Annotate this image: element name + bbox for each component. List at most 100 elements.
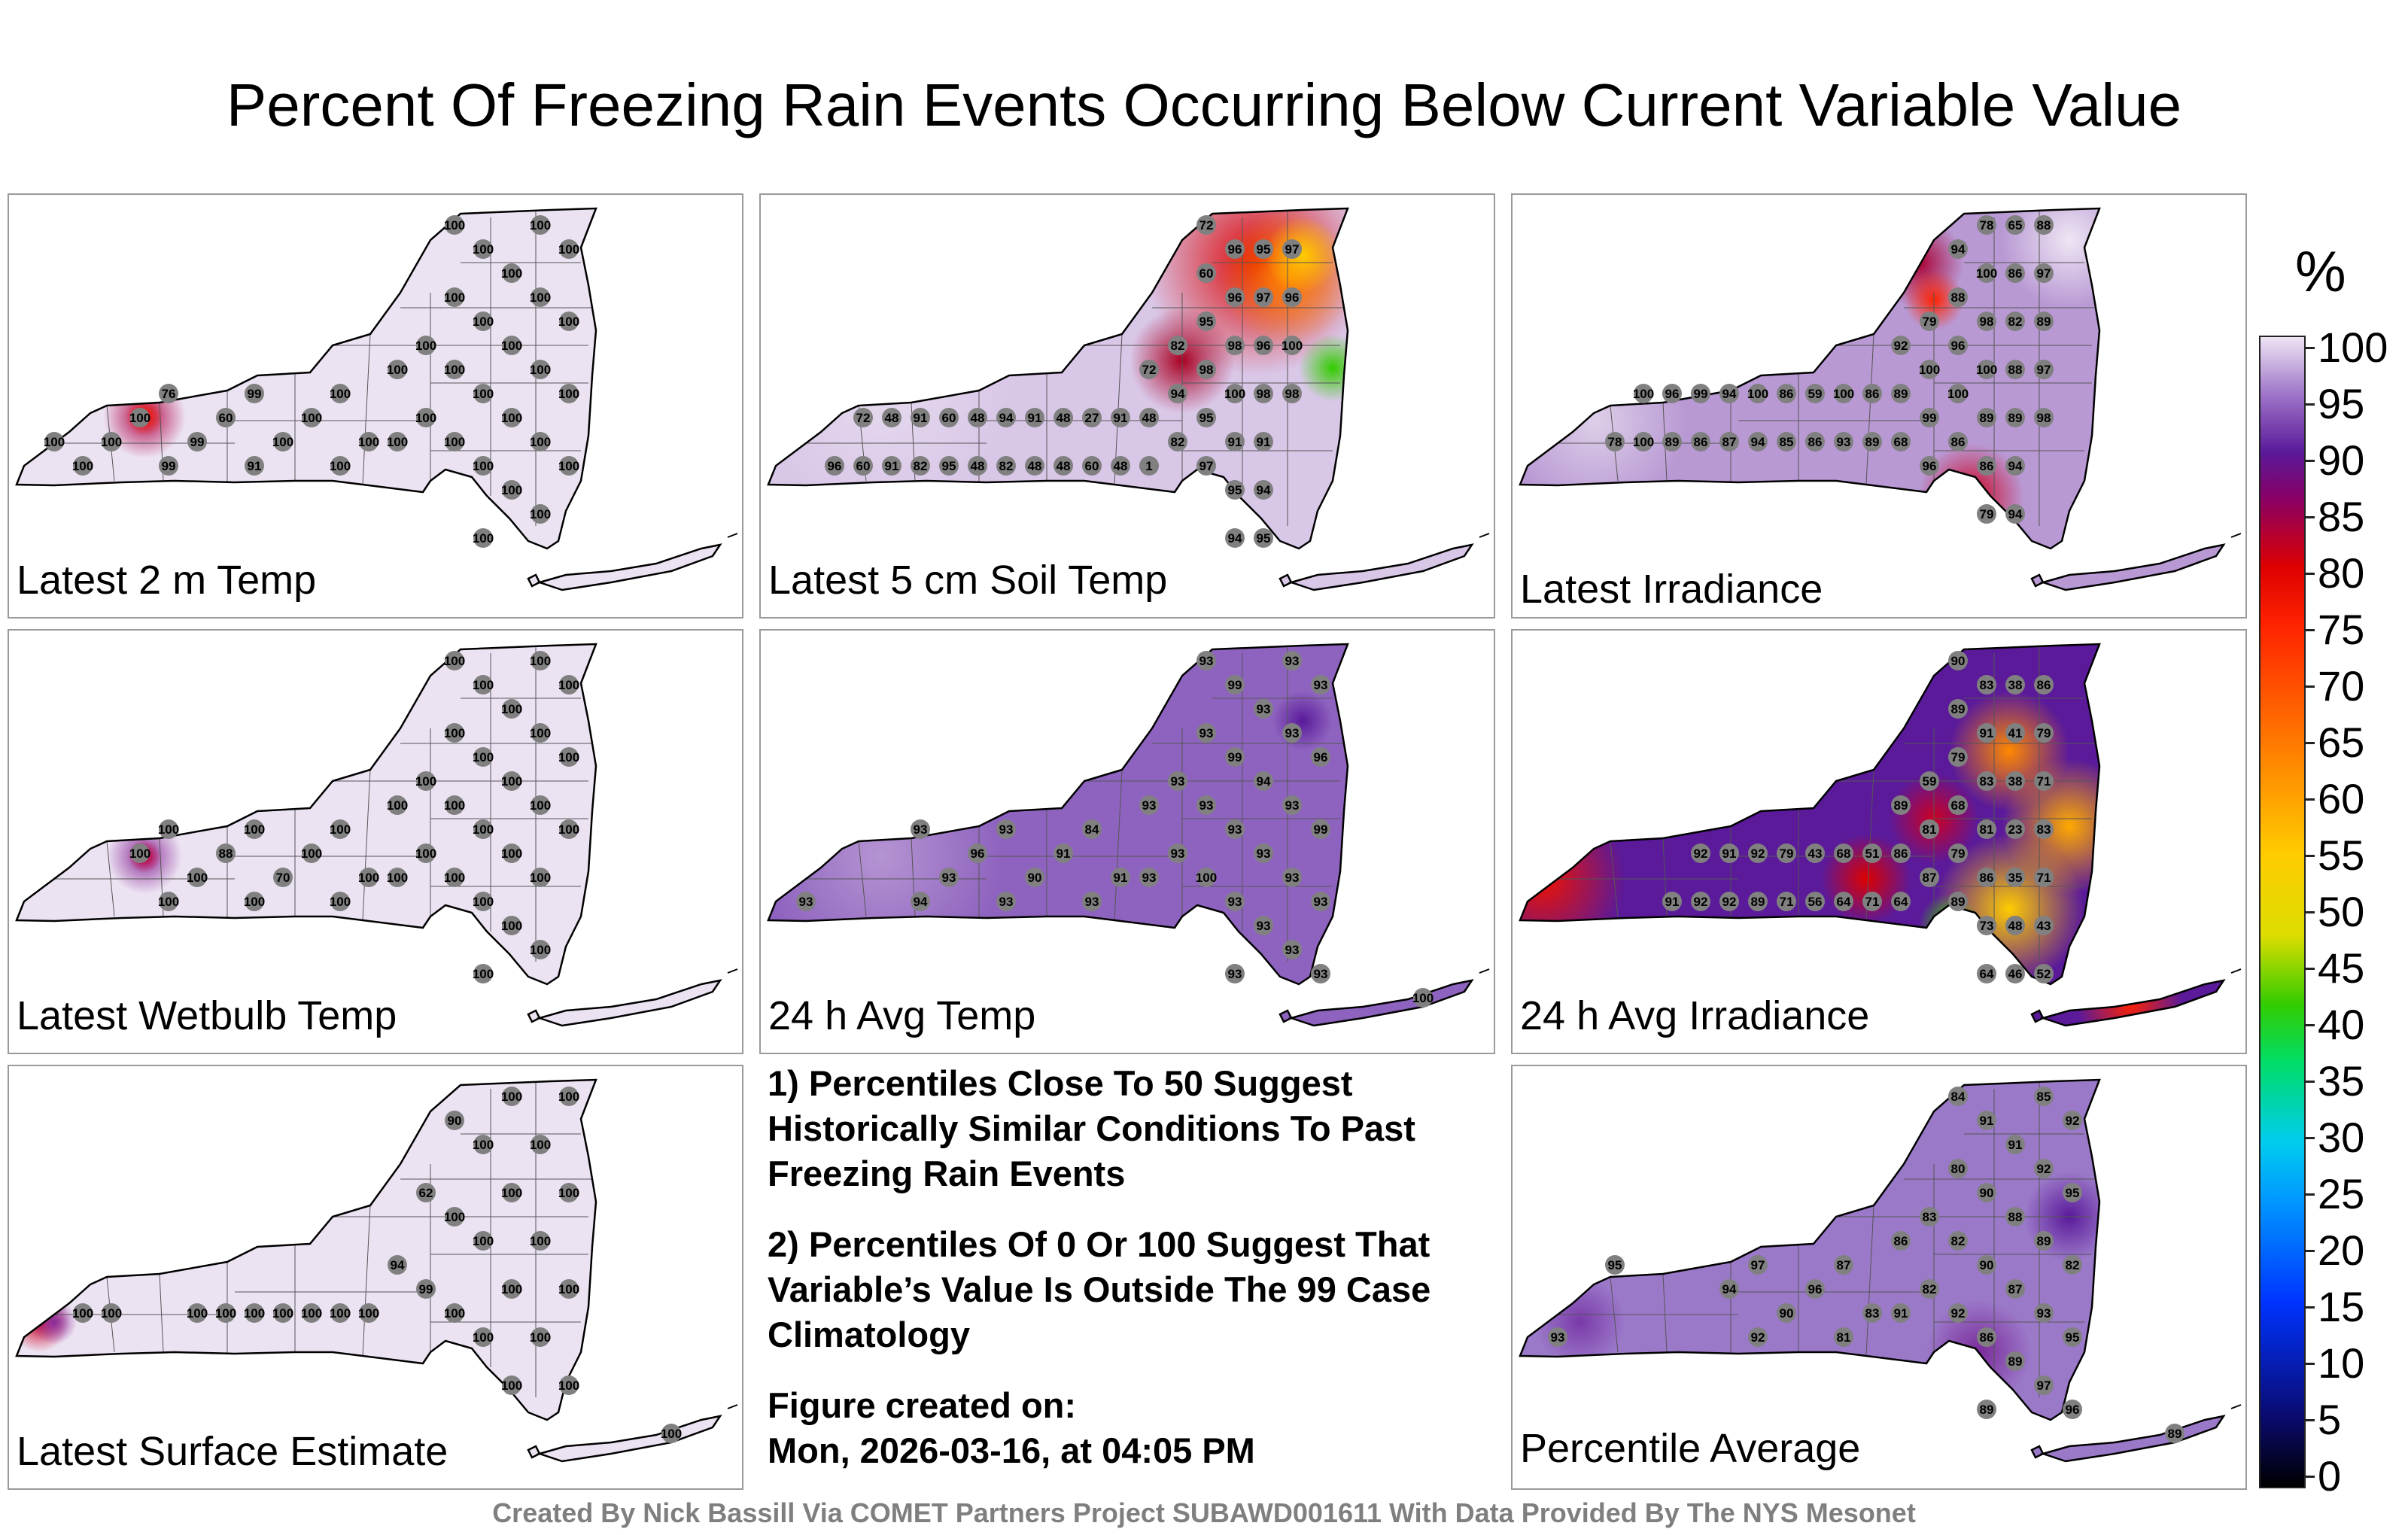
station-marker: 71: [1862, 892, 1882, 911]
station-value: 52: [2037, 967, 2051, 981]
station-marker: 96: [1805, 1279, 1825, 1299]
station-marker: 48: [1054, 408, 1073, 427]
panel-latest-surface-estimate: 100 100 100 100 100 100 100 94 62 99 90 100 100 100 10…: [8, 1065, 743, 1490]
station-dot: [159, 456, 178, 476]
station-marker: 100: [530, 868, 551, 887]
station-value: 86: [1894, 1234, 1908, 1248]
station-dot: [273, 868, 293, 887]
station-dot: [1948, 892, 1968, 911]
station-marker: 86: [1948, 432, 1968, 451]
station-dot: [1805, 843, 1825, 863]
station-marker: 94: [1719, 1279, 1739, 1299]
station-marker: 100: [558, 675, 579, 695]
station-value: 100: [272, 1306, 293, 1321]
station-dot: [1691, 892, 1710, 911]
station-dot: [1139, 868, 1159, 887]
station-dot: [1948, 651, 1968, 670]
station-value: 100: [558, 387, 579, 401]
station-marker: 100: [444, 360, 465, 379]
colorbar-tick-label: 35: [2318, 1057, 2365, 1105]
station-dot: [502, 263, 521, 283]
station-value: 100: [473, 750, 494, 764]
station-dot: [1748, 432, 1768, 451]
station-value: 100: [415, 411, 436, 425]
station-marker: 86: [1977, 868, 1996, 887]
station-marker: 93: [1282, 723, 1302, 743]
station-dot: [1977, 312, 1996, 331]
station-dot: [2005, 504, 2025, 524]
station-value: 68: [1894, 435, 1908, 449]
station-value: 100: [530, 218, 551, 233]
colorbar-tick-label: 5: [2318, 1396, 2342, 1443]
station-marker: 100: [387, 360, 408, 379]
station-dot: [473, 892, 493, 911]
station-dot: [187, 868, 207, 887]
station-value: 81: [1837, 1330, 1851, 1345]
station-dot: [1196, 312, 1216, 331]
station-marker: 88: [216, 843, 236, 863]
panel-latest-wetbulb-temp: 100 100 100 100 88 100 100 70 100 100 100 100 100 100…: [8, 629, 743, 1054]
county-boundary: [1114, 769, 1123, 921]
station-value: 100: [473, 822, 494, 837]
station-value: 60: [942, 411, 956, 425]
station-value: 92: [2066, 1114, 2080, 1128]
station-marker: 100: [101, 432, 122, 451]
station-dot: [1777, 892, 1796, 911]
station-dot: [1862, 1303, 1882, 1323]
station-marker: 100: [473, 1231, 494, 1251]
station-dot: [1196, 360, 1216, 379]
station-value: 98: [1257, 387, 1271, 401]
colorbar-tick-mark: [2306, 685, 2315, 688]
station-dot: [2063, 1400, 2082, 1419]
station-marker: 88: [2005, 360, 2025, 379]
station-value: 68: [1837, 847, 1851, 861]
station-value: 99: [1923, 411, 1937, 425]
station-value: 94: [391, 1258, 405, 1272]
station-value: 100: [501, 483, 522, 497]
station-marker: 91: [1719, 843, 1739, 863]
station-dot: [502, 1375, 521, 1395]
station-dot: [1748, 892, 1768, 911]
station-value: 100: [558, 1186, 579, 1200]
station-value: 81: [1923, 822, 1937, 837]
colorbar-tick-label: 75: [2318, 606, 2365, 653]
county-boundary: [1662, 1273, 1668, 1353]
station-value: 100: [129, 411, 150, 425]
station-marker: 100: [187, 868, 208, 887]
station-value: 1: [1145, 459, 1152, 473]
station-marker: 93: [1139, 868, 1159, 887]
station-value: 100: [530, 1234, 551, 1248]
station-dot: [1719, 843, 1739, 863]
station-value: 96: [1665, 387, 1680, 401]
station-dot: [445, 723, 464, 743]
station-value: 100: [444, 1306, 465, 1321]
station-marker: 93: [996, 892, 1016, 911]
colorbar-tick-label: 0: [2318, 1452, 2342, 1500]
station-marker: 73: [1977, 916, 1996, 935]
station-dot: [1891, 432, 1911, 451]
station-marker: 100: [358, 432, 379, 451]
station-value: 79: [1951, 750, 1966, 764]
station-marker: 100: [558, 747, 579, 767]
station-value: 88: [2008, 1210, 2023, 1224]
station-marker: 72: [1139, 360, 1159, 379]
station-dot: [2034, 868, 2054, 887]
station-marker: 94: [1254, 480, 1273, 500]
station-value: 78: [1608, 435, 1622, 449]
station-dot: [1254, 432, 1273, 451]
island-tick: [727, 968, 738, 974]
station-value: 100: [158, 895, 179, 909]
station-dot: [1282, 868, 1302, 887]
station-dot: [473, 964, 493, 983]
station-value: 100: [558, 1282, 579, 1296]
station-marker: 100: [501, 480, 522, 500]
station-value: 88: [219, 847, 233, 861]
station-dot: [531, 1231, 550, 1251]
island-tick: [1479, 533, 1490, 538]
station-marker: 100: [473, 384, 494, 403]
station-marker: 91: [1111, 408, 1130, 427]
station-value: 98: [1228, 339, 1242, 353]
created-value: Mon, 2026-03-16, at 04:05 PM: [768, 1430, 1255, 1470]
station-value: 93: [1171, 774, 1185, 789]
station-dot: [531, 868, 550, 887]
